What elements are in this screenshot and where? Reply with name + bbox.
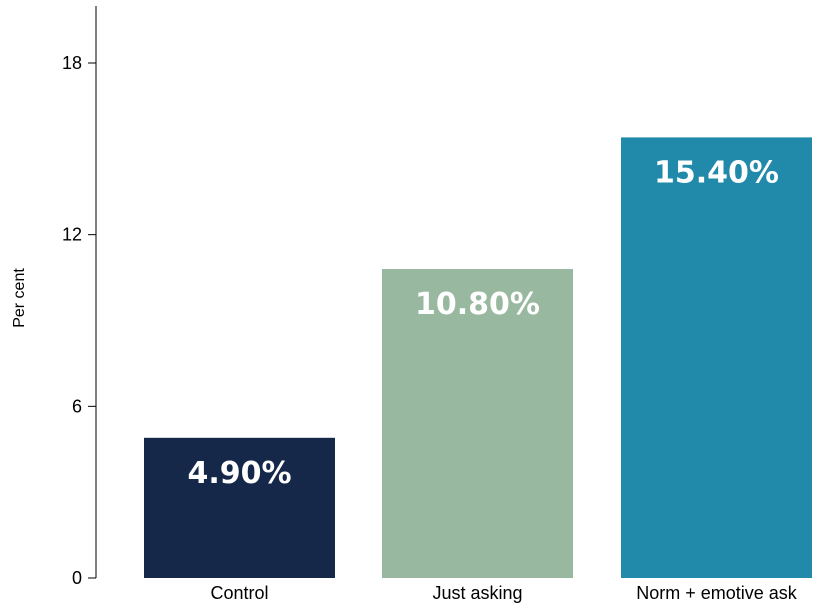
x-category-label: Just asking bbox=[432, 583, 522, 603]
bar-just-asking bbox=[382, 269, 573, 578]
y-axis-ticks: 0 6 12 18 bbox=[62, 53, 96, 588]
bar-value-label: 4.90% bbox=[187, 456, 291, 491]
x-category-label: Norm + emotive ask bbox=[636, 583, 798, 603]
y-tick-label: 0 bbox=[72, 568, 82, 588]
y-tick-label: 12 bbox=[62, 225, 82, 245]
bar-norm-emotive-ask bbox=[621, 137, 812, 578]
y-tick-label: 6 bbox=[72, 396, 82, 416]
x-category-label: Control bbox=[210, 583, 268, 603]
category-labels: Control Just asking Norm + emotive ask bbox=[210, 583, 797, 603]
bar-control bbox=[144, 437, 335, 578]
y-axis-title: Per cent bbox=[11, 268, 28, 328]
y-tick-label: 18 bbox=[62, 53, 82, 73]
bar-value-label: 15.40% bbox=[654, 155, 779, 190]
bar-value-label: 10.80% bbox=[415, 287, 540, 322]
bars-group: 4.90% 10.80% 15.40% bbox=[144, 137, 812, 578]
